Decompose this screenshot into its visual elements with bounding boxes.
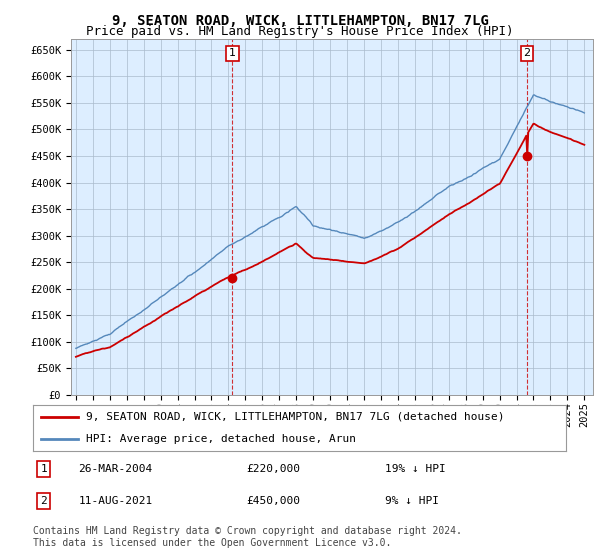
Text: 1: 1	[229, 48, 236, 58]
Text: 1: 1	[40, 464, 47, 474]
Text: 11-AUG-2021: 11-AUG-2021	[78, 496, 152, 506]
Text: £220,000: £220,000	[246, 464, 300, 474]
Text: Contains HM Land Registry data © Crown copyright and database right 2024.
This d: Contains HM Land Registry data © Crown c…	[33, 526, 462, 548]
Text: Price paid vs. HM Land Registry's House Price Index (HPI): Price paid vs. HM Land Registry's House …	[86, 25, 514, 38]
Text: 9, SEATON ROAD, WICK, LITTLEHAMPTON, BN17 7LG: 9, SEATON ROAD, WICK, LITTLEHAMPTON, BN1…	[112, 14, 488, 28]
Text: 2: 2	[523, 48, 530, 58]
Text: £450,000: £450,000	[246, 496, 300, 506]
Text: HPI: Average price, detached house, Arun: HPI: Average price, detached house, Arun	[86, 434, 356, 444]
Text: 9, SEATON ROAD, WICK, LITTLEHAMPTON, BN17 7LG (detached house): 9, SEATON ROAD, WICK, LITTLEHAMPTON, BN1…	[86, 412, 505, 422]
Text: 19% ↓ HPI: 19% ↓ HPI	[385, 464, 445, 474]
Text: 9% ↓ HPI: 9% ↓ HPI	[385, 496, 439, 506]
Text: 2: 2	[40, 496, 47, 506]
Text: 26-MAR-2004: 26-MAR-2004	[78, 464, 152, 474]
